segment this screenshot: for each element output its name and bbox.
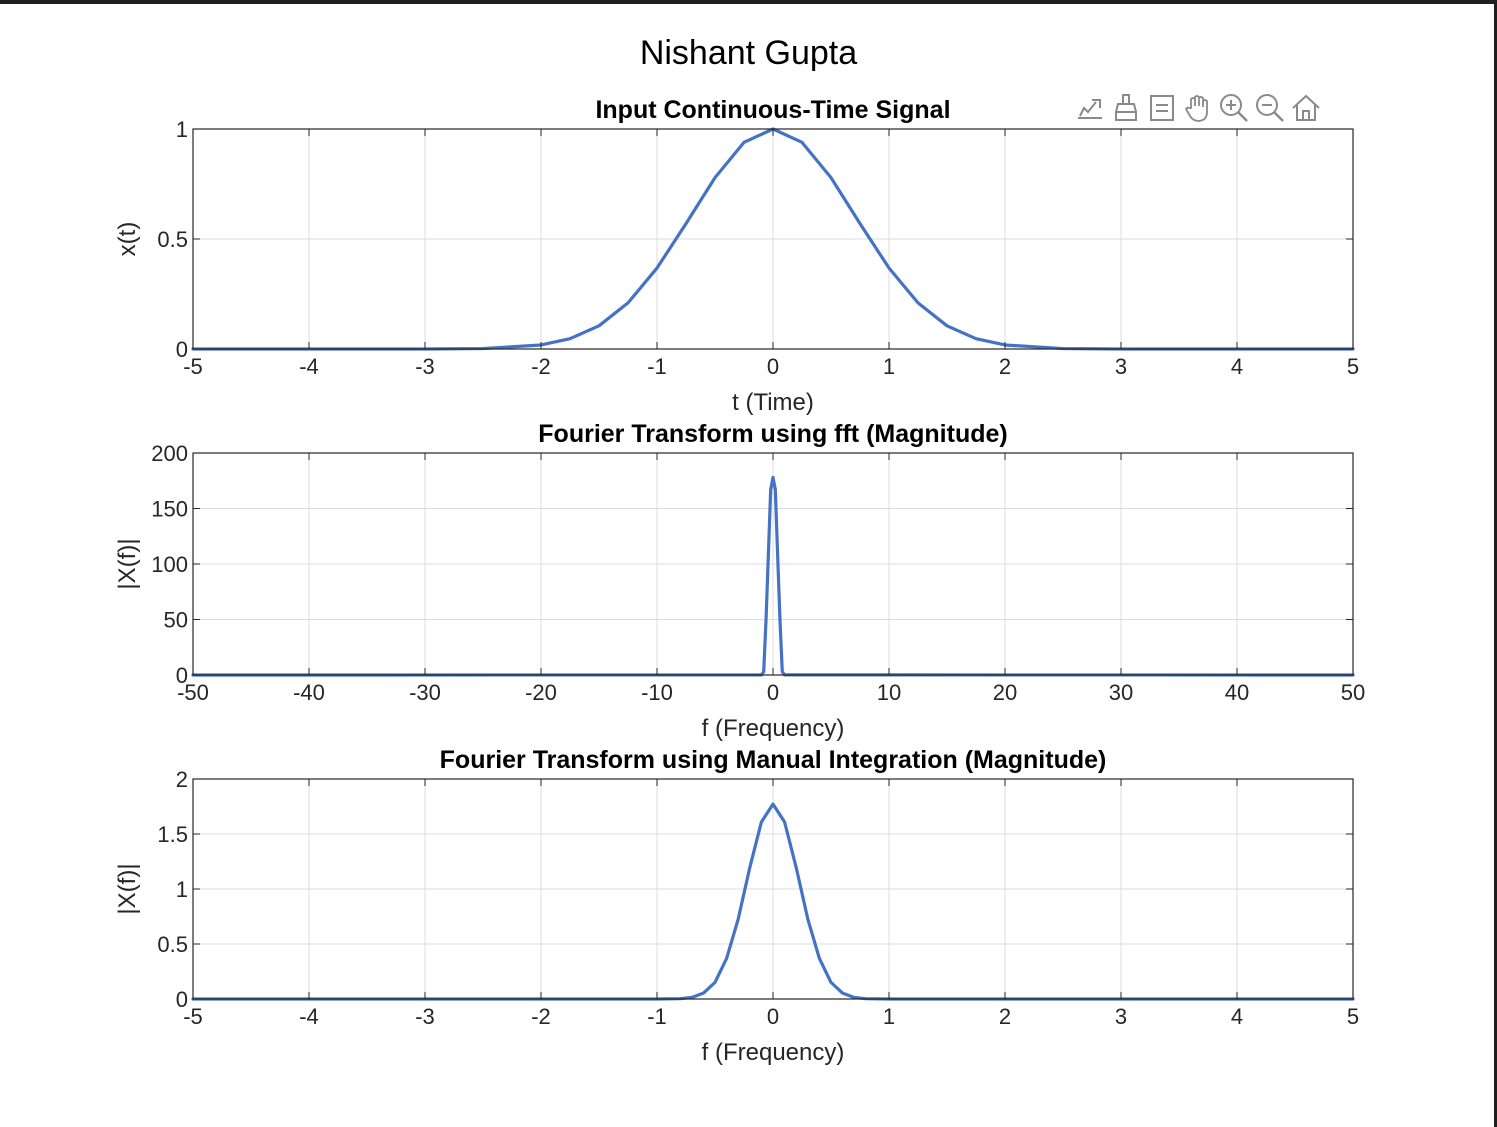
x-tick-label: 2	[999, 354, 1011, 379]
x-tick-label: 1	[883, 354, 895, 379]
x-tick-label: -40	[293, 680, 325, 705]
restore-view-button[interactable]	[1288, 90, 1324, 126]
subplot-title: Fourier Transform using Manual Integrati…	[440, 746, 1107, 774]
x-tick-label: 0	[767, 354, 779, 379]
x-tick-label: 20	[993, 680, 1017, 705]
axes-toolbar	[1072, 88, 1324, 128]
x-tick-label: 5	[1347, 1004, 1359, 1029]
x-tick-label: 5	[1347, 354, 1359, 379]
series-line-1	[191, 475, 1355, 677]
home-icon	[1292, 94, 1320, 121]
x-tick-label: 0	[767, 1004, 779, 1029]
subplot-3[interactable]: -5 -4 -3 -2 -1 0 1 2 3 4 5 0 0.5 1 1.5 2 Fourier Transfo…	[114, 746, 1359, 1066]
y-tick-label: 0.5	[157, 932, 188, 957]
x-tick-label: -2	[531, 354, 551, 379]
x-tick-label: 30	[1109, 680, 1133, 705]
x-tick-label: -10	[641, 680, 673, 705]
x-tick-label: 50	[1341, 680, 1365, 705]
x-tick-label: -4	[299, 354, 319, 379]
brush-button[interactable]	[1108, 90, 1144, 126]
datatip-icon	[1150, 95, 1174, 121]
zoom-out-icon	[1256, 94, 1284, 122]
x-tick-label: -5	[183, 1004, 203, 1029]
subplot-2[interactable]: -50 -40 -30 -20 -10 0 10 20 30 40 50 0 50 100 150 200 Fo…	[114, 420, 1365, 742]
x-tick-label: -20	[525, 680, 557, 705]
zoom-in-icon	[1220, 94, 1248, 122]
y-axis-label: |X(f)|	[114, 538, 141, 589]
x-tick-label: 1	[883, 1004, 895, 1029]
export-icon	[1078, 99, 1102, 119]
datatip-button[interactable]	[1144, 90, 1180, 126]
pan-button[interactable]	[1180, 90, 1216, 126]
x-tick-label: 4	[1231, 354, 1243, 379]
subplot-1[interactable]: -5 -4 -3 -2 -1 0 1 2 3 4 5 0 0.5 1 Input Continuous-Ti…	[114, 96, 1359, 416]
x-tick-label: 0	[767, 680, 779, 705]
x-tick-label: -3	[415, 1004, 435, 1029]
x-axis-label: t (Time)	[732, 389, 814, 416]
subplot-title: Input Continuous-Time Signal	[595, 96, 950, 124]
series-line-1	[191, 802, 1355, 1001]
y-axis-label: x(t)	[114, 222, 141, 257]
x-tick-label: 3	[1115, 1004, 1127, 1029]
figure-title: Nishant Gupta	[639, 34, 858, 72]
x-tick-label: 3	[1115, 354, 1127, 379]
x-tick-label: 10	[877, 680, 901, 705]
x-tick-label: 4	[1231, 1004, 1243, 1029]
y-tick-label: 1.5	[157, 822, 188, 847]
y-axis-label: |X(f)|	[114, 863, 141, 914]
brush-icon	[1114, 94, 1138, 121]
y-tick-label: 2	[176, 767, 188, 792]
x-tick-label: -1	[647, 354, 667, 379]
x-tick-label: -50	[177, 680, 209, 705]
subplot-title: Fourier Transform using fft (Magnitude)	[538, 420, 1007, 448]
y-tick-label: 200	[151, 441, 188, 466]
zoom-in-button[interactable]	[1216, 90, 1252, 126]
x-axis-label: f (Frequency)	[702, 715, 845, 742]
y-tick-label: 0.5	[157, 227, 188, 252]
y-tick-label: 100	[151, 552, 188, 577]
y-tick-label: 1	[176, 117, 188, 142]
x-tick-label: -5	[183, 354, 203, 379]
pan-hand-icon	[1184, 95, 1208, 122]
x-tick-label: -4	[299, 1004, 319, 1029]
y-tick-label: 0	[176, 663, 188, 688]
y-tick-label: 1	[176, 877, 188, 902]
y-tick-label: 150	[151, 497, 188, 522]
x-tick-label: -1	[647, 1004, 667, 1029]
x-tick-label: 40	[1225, 680, 1249, 705]
y-tick-label: 50	[164, 608, 188, 633]
export-button[interactable]	[1072, 90, 1108, 126]
x-tick-label: 2	[999, 1004, 1011, 1029]
x-tick-label: -2	[531, 1004, 551, 1029]
y-tick-label: 0	[176, 337, 188, 362]
zoom-out-button[interactable]	[1252, 90, 1288, 126]
x-axis-label: f (Frequency)	[702, 1039, 845, 1066]
x-tick-label: -3	[415, 354, 435, 379]
x-tick-label: -30	[409, 680, 441, 705]
y-tick-label: 0	[176, 987, 188, 1012]
